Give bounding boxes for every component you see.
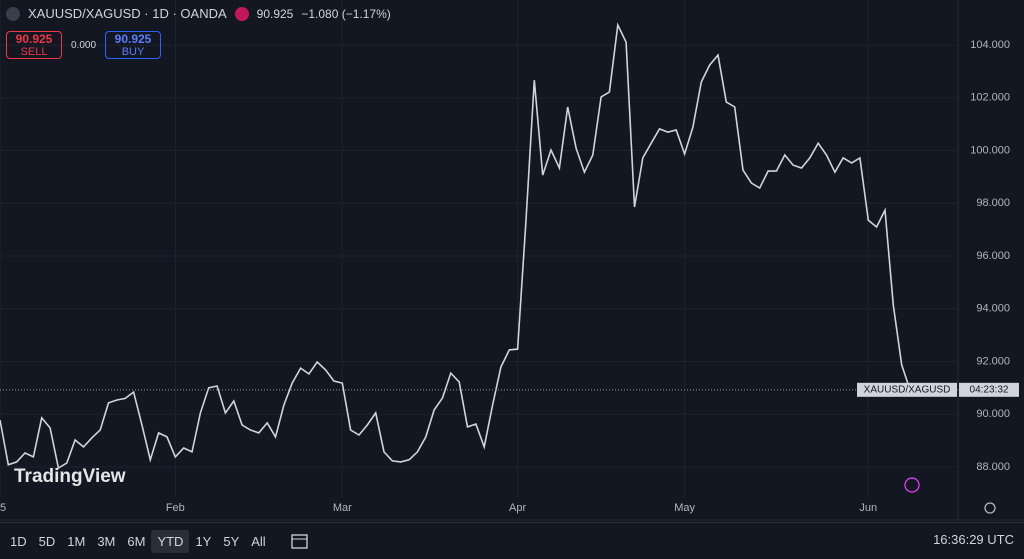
range-button[interactable]: 1M [67,533,86,549]
range-button[interactable]: 1D [10,533,27,549]
y-tick-label: 98.000 [976,197,1010,209]
last-price: 90.925 [256,6,294,21]
x-tick-label: Feb [166,502,185,514]
price-tag-bg [857,382,957,397]
x-tick-label: 25 [0,502,6,514]
spread: 0.000 [71,40,97,51]
sell-price: 90.925 [15,32,53,46]
settings-icon [984,502,996,514]
countdown-bg [959,382,1019,397]
range-buttons: 1D 5D 1M 3M 6M YTD 1Y 5Y All [4,529,272,553]
buy-label: BUY [121,46,145,58]
countdown: 04:23:32 [970,384,1009,395]
range-button[interactable]: YTD [151,529,190,553]
y-tick-label: 88.000 [976,461,1010,473]
range-button[interactable]: 3M [97,533,116,549]
y-tick-label: 94.000 [976,303,1010,315]
buy-price: 90.925 [114,32,152,46]
y-tick-label: 90.000 [976,408,1010,420]
price-line [0,22,911,470]
x-tick-label: Apr [509,502,526,514]
y-tick-label: 92.000 [976,355,1010,367]
price-change: −1.080 (−1.17%) [301,6,391,21]
date-range-icon[interactable] [290,531,310,551]
chart: 88.000 90.000 92.000 94.000 96.000 98.000 100.… [0,0,1024,521]
y-tick-label: 104.000 [970,39,1010,51]
alert-icon [904,477,920,493]
range-button[interactable]: All [251,533,266,549]
clock: 16:36:29 UTC [933,532,1014,547]
range-button[interactable]: 5D [38,533,56,549]
y-tick-label: 96.000 [976,250,1010,262]
range-button[interactable]: 6M [127,533,146,549]
x-tick-label: May [674,502,695,514]
y-tick-label: 102.000 [970,92,1010,104]
x-tick-label: Mar [333,502,352,514]
symbol-icon[interactable] [6,6,20,21]
sell-label: SELL [20,46,48,58]
bottom-toolbar: 1D 5D 1M 3M 6M YTD 1Y 5Y All 16:36:29 UTC [0,522,1024,559]
symbol-header: XAUUSD/XAGUSD · 1D · OANDA 90.925 −1.080… [6,6,391,21]
exchange-icon [234,6,249,21]
y-tick-label: 100.000 [970,144,1010,156]
series-tag: XAUUSD/XAGUSD [864,384,951,395]
watermark: TradingView [14,466,126,487]
buy-button[interactable]: 90.925 BUY [105,31,161,59]
sell-button[interactable]: 90.925 SELL [6,31,62,59]
symbol-title[interactable]: XAUUSD/XAGUSD · 1D · OANDA [28,6,227,21]
x-tick-label: Jun [859,502,877,514]
range-button[interactable]: 5Y [223,533,240,549]
range-button[interactable]: 1Y [195,533,212,549]
